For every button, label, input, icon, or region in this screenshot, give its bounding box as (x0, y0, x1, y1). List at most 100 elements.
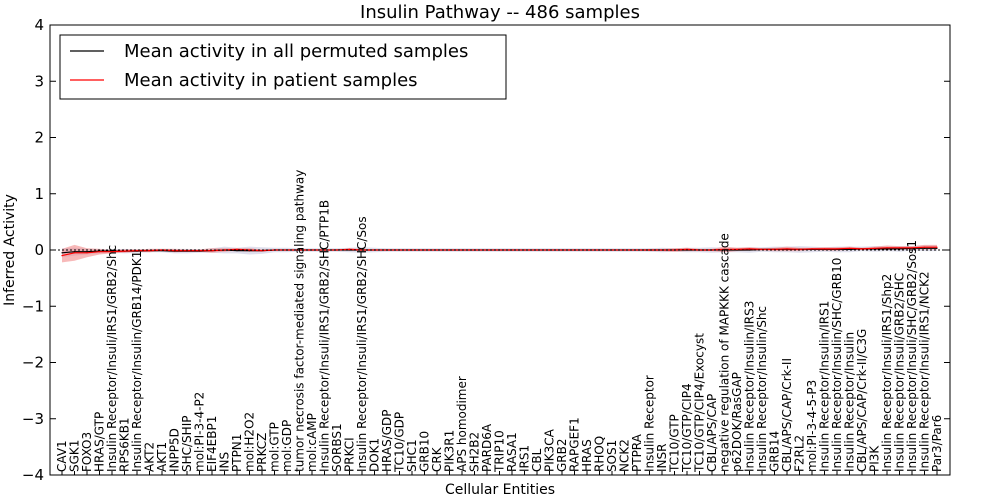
data-point-patient (636, 249, 638, 251)
x-tick-label: PRKCI (343, 437, 357, 472)
x-tick-label: GRB14 (768, 431, 782, 472)
x-tick-label: mol:GDP (280, 420, 294, 472)
y-axis-label: Inferred Activity (2, 194, 18, 306)
x-tick-label: PI3K (868, 445, 882, 472)
data-point-patient (548, 249, 551, 251)
data-point-patient (248, 249, 251, 251)
data-point-patient (886, 247, 888, 249)
x-tick-label: RPS6KB1 (118, 417, 132, 472)
x-tick-label: p62DOK/RasGAP (730, 372, 744, 472)
x-tick-label: CBL/APS/CAP/Crk-II (780, 358, 794, 472)
data-point-patient (623, 249, 626, 251)
data-point-patient (436, 249, 438, 251)
data-point-patient (873, 247, 876, 249)
x-tick-label: F2RL2 (793, 435, 807, 472)
y-tick-label: 2 (34, 129, 44, 147)
data-point-patient (348, 248, 351, 250)
data-point-patient (536, 249, 538, 251)
x-tick-label: mol:PI-3-4-5-P3 (805, 380, 819, 472)
y-tick-label: 3 (34, 72, 44, 90)
data-point-patient (923, 246, 926, 248)
x-tick-label: TC10/GTP (668, 414, 682, 473)
data-point-patient (123, 250, 126, 252)
data-point-patient (86, 252, 88, 254)
x-tick-label: CRK (430, 446, 444, 472)
x-tick-label: TC10/GDP (393, 412, 407, 473)
x-tick-label: Insulin Receptor/Insuli/IRS1/GRB2/Shc (105, 245, 119, 472)
x-tick-label: EIF4EBP1 (205, 416, 219, 472)
x-tick-label: HRAS/GTP (93, 412, 107, 472)
x-tick-label: APS homodimer (455, 376, 469, 472)
x-tick-label: Insulin Receptor/Insulin (843, 332, 857, 472)
x-tick-label: INS (218, 452, 232, 472)
x-tick-label: HRAS/GDP (380, 409, 394, 472)
data-point-patient (223, 249, 226, 251)
legend: Mean activity in all permuted samples Me… (59, 34, 507, 100)
x-tick-label: Insulin Receptor/Insuli/IRS1/GRB2/SHC/So… (355, 216, 369, 472)
x-tick-label: CBL (530, 448, 544, 472)
x-tick-label: negative regulation of MAPKKK cascade (718, 233, 732, 472)
x-tick-label: SGK1 (68, 440, 82, 472)
x-tick-label: PIK3R1 (443, 430, 457, 472)
y-tick-label: 0 (34, 241, 44, 259)
x-tick-label: INPP5D (168, 428, 182, 472)
data-point-patient (823, 248, 826, 250)
data-point-patient (836, 248, 838, 250)
x-tick-label: TC10/GTP/CIP4/Exocyst (693, 333, 707, 473)
x-tick-label: CBL/APS/CAP/Crk-II/C3G (855, 329, 869, 472)
data-point-permuted (848, 248, 851, 250)
x-tick-label: Insulin Receptor/Insuli/IRS1/NCK2 (918, 271, 932, 472)
x-tick-label: GRB2 (555, 438, 569, 472)
data-point-patient (736, 248, 738, 250)
x-tick-label: TC10/GTP/CIP4 (680, 383, 694, 473)
x-tick-label: PIK3CA (543, 428, 557, 472)
x-tick-label: RASA1 (505, 432, 519, 472)
x-tick-label: Insulin Receptor/Insuli/IRS1/Shp2 (880, 274, 894, 472)
x-tick-label: SOS1 (605, 440, 619, 472)
x-tick-label: Par3/Par6 (930, 415, 944, 472)
x-tick-label: RAPGEF1 (568, 417, 582, 472)
x-tick-label: Insulin Receptor/Insulin/IRS1 (818, 301, 832, 472)
x-tick-label: DOK1 (368, 438, 382, 472)
data-point-patient (61, 255, 63, 257)
data-point-permuted (61, 252, 63, 254)
x-tick-label: Insulin Receptor (643, 375, 657, 472)
y-tick-label: 4 (34, 16, 44, 34)
x-tick-label: mol:H2O2 (243, 412, 257, 472)
data-point-patient (448, 249, 451, 251)
data-point-permuted (936, 247, 938, 249)
y-tick-label: −1 (22, 297, 44, 315)
y-axis: −4 −3 −2 −1 0 1 2 3 4 (22, 16, 950, 484)
legend-label-patient: Mean activity in patient samples (124, 70, 418, 91)
x-tick-label: tumor necrosis factor-mediated signaling… (293, 170, 307, 472)
band-layer (62, 244, 937, 263)
x-tick-label: SH2B2 (468, 432, 482, 472)
x-tick-label: PARD6A (480, 423, 494, 472)
data-point-patient (648, 249, 651, 251)
x-tick-label: HRAS (580, 439, 594, 472)
data-point-patient (236, 248, 238, 250)
x-tick-label: PTPN1 (230, 434, 244, 472)
x-tick-label: CBL/APS/CAP (705, 394, 719, 472)
data-point-patient (136, 250, 138, 252)
data-point-patient (936, 246, 938, 248)
x-tick-label: AKT1 (155, 442, 169, 472)
data-point-permuted (86, 251, 88, 253)
legend-box (59, 34, 507, 100)
data-point-patient (861, 248, 863, 250)
data-point-permuted (73, 251, 76, 253)
data-point-patient (911, 247, 913, 249)
x-tick-label: Insulin Receptor/Insulin/IRS3 (743, 301, 757, 472)
x-tick-label: PRKCZ (255, 433, 269, 472)
data-point-permuted (923, 247, 926, 249)
x-tick-label: INSR (655, 444, 669, 472)
x-tick-label: CAV1 (55, 440, 69, 472)
data-point-patient (748, 248, 751, 250)
x-tick-label: Insulin Receptor/Insulin/Shc (755, 306, 769, 472)
x-tick-label: PTPRA (630, 433, 644, 472)
x-tick-label: IRS1 (518, 445, 532, 472)
data-point-patient (111, 251, 113, 253)
data-point-permuted (898, 248, 901, 250)
x-tick-label: Insulin Receptor/Insuli/IRS1/GRB2/SHC/PT… (318, 200, 332, 472)
